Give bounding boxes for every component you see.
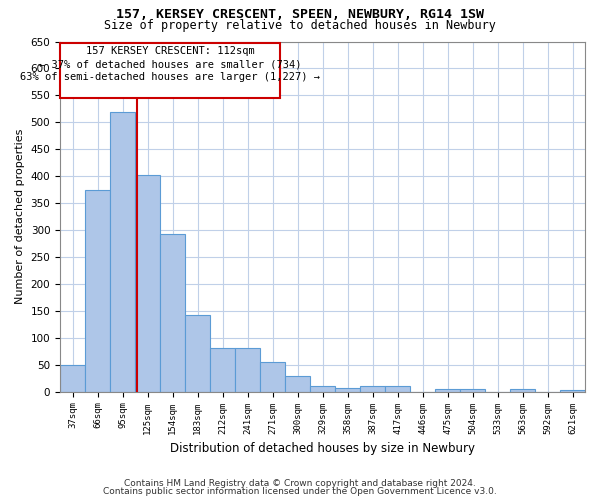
Bar bbox=[360, 386, 385, 392]
Bar bbox=[160, 234, 185, 392]
Text: 157 KERSEY CRESCENT: 112sqm: 157 KERSEY CRESCENT: 112sqm bbox=[86, 46, 254, 56]
Bar bbox=[110, 112, 135, 392]
Bar bbox=[435, 389, 460, 392]
Bar bbox=[460, 389, 485, 392]
Y-axis label: Number of detached properties: Number of detached properties bbox=[15, 129, 25, 304]
Bar bbox=[335, 388, 360, 392]
Bar bbox=[560, 390, 585, 392]
Text: Contains public sector information licensed under the Open Government Licence v3: Contains public sector information licen… bbox=[103, 487, 497, 496]
Bar bbox=[285, 376, 310, 392]
Text: Size of property relative to detached houses in Newbury: Size of property relative to detached ho… bbox=[104, 19, 496, 32]
Bar bbox=[385, 386, 410, 392]
Bar bbox=[260, 362, 285, 392]
Bar bbox=[210, 348, 235, 392]
Text: 157, KERSEY CRESCENT, SPEEN, NEWBURY, RG14 1SW: 157, KERSEY CRESCENT, SPEEN, NEWBURY, RG… bbox=[116, 8, 484, 20]
Bar bbox=[235, 348, 260, 392]
Text: ← 37% of detached houses are smaller (734): ← 37% of detached houses are smaller (73… bbox=[39, 59, 301, 69]
Bar bbox=[135, 174, 160, 392]
X-axis label: Distribution of detached houses by size in Newbury: Distribution of detached houses by size … bbox=[170, 442, 475, 455]
Text: Contains HM Land Registry data © Crown copyright and database right 2024.: Contains HM Land Registry data © Crown c… bbox=[124, 478, 476, 488]
Bar bbox=[310, 386, 335, 392]
Text: 63% of semi-detached houses are larger (1,227) →: 63% of semi-detached houses are larger (… bbox=[20, 72, 320, 82]
Bar bbox=[60, 365, 85, 392]
Bar bbox=[185, 315, 210, 392]
Bar bbox=[85, 190, 110, 392]
Bar bbox=[510, 389, 535, 392]
Bar bbox=[60, 42, 280, 98]
